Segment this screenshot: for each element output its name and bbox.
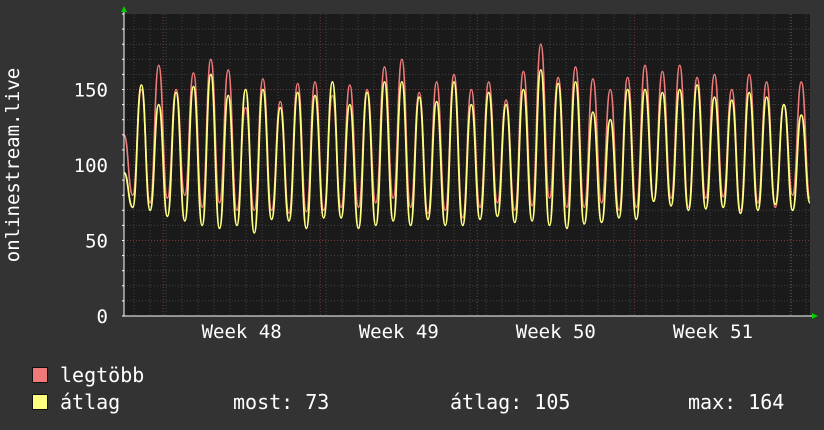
x-tick-label: Week 51 [673, 321, 753, 343]
y-tick-label: 100 [74, 155, 108, 177]
y-tick-label: 50 [85, 231, 108, 253]
legend-label-avg: átlag [60, 390, 121, 414]
axes-layer [121, 6, 818, 319]
y-tick-labels: 0 50 100 150 [74, 80, 108, 329]
legend-swatch-avg [32, 394, 48, 410]
legend: legtöbb átlag most: 73 átlag: 105 max: 1… [0, 360, 824, 430]
stat-avg: átlag: 105 [450, 390, 571, 414]
chart-area: 0 50 100 150 Week 48 Week 49 Week 50 Week 51 [73, 6, 818, 343]
x-tick-label: Week 50 [516, 321, 596, 343]
x-tick-labels: Week 48 Week 49 Week 50 Week 51 [202, 321, 753, 343]
legend-label-max: legtöbb [60, 363, 145, 387]
y-axis-arrow [121, 6, 127, 12]
x-tick-label: Week 48 [202, 321, 282, 343]
stat-max: max: 164 [688, 390, 785, 414]
x-tick-label: Week 49 [359, 321, 439, 343]
y-tick-label: 0 [97, 306, 108, 328]
series-line-avg [123, 69, 811, 234]
y-tick-label: 150 [74, 80, 108, 102]
x-axis-arrow [812, 313, 818, 319]
stat-now: most: 73 [233, 390, 330, 414]
series-layer [123, 43, 811, 234]
y-axis-label: onlinestream.live [2, 68, 24, 262]
legend-swatch-max [32, 367, 48, 383]
legend-item-avg: átlag [32, 390, 120, 414]
y-axis-label-box: onlinestream.live [2, 68, 24, 262]
legend-item-max: legtöbb [32, 363, 144, 387]
